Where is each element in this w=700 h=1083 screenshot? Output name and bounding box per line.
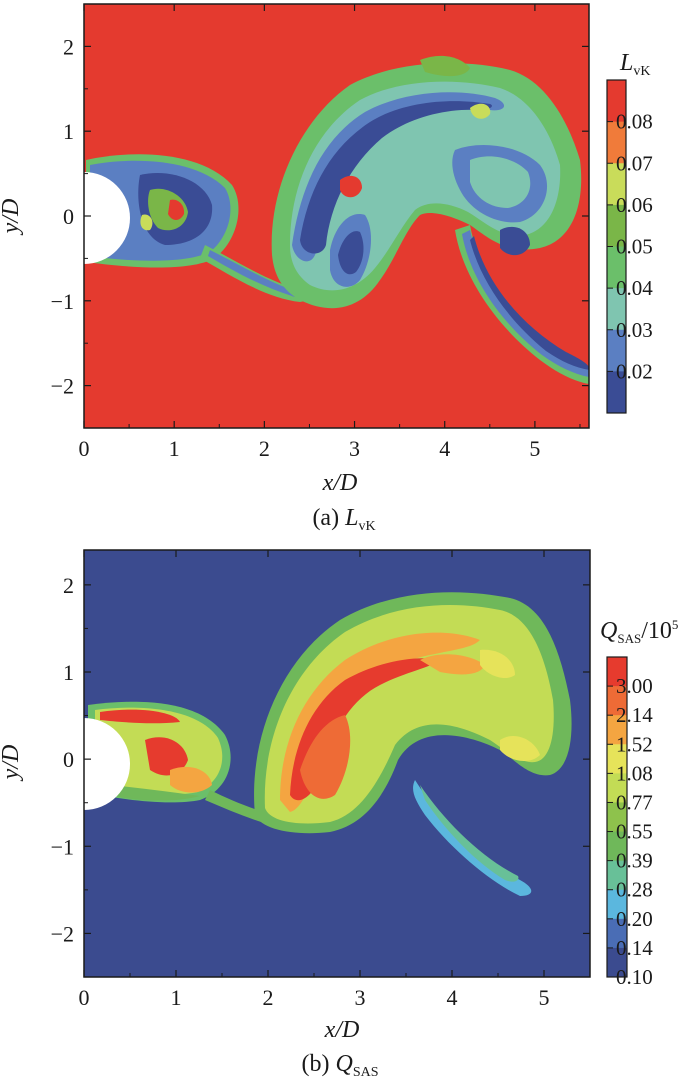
panel-a-ytick-label: −1 bbox=[51, 289, 74, 314]
panel-b-colorbar-label: 1.08 bbox=[616, 761, 653, 785]
panel-b-ytick-label: −1 bbox=[51, 834, 74, 859]
panel-a-colorbar-label: 0.05 bbox=[616, 235, 653, 259]
panel-a-caption-sub: vK bbox=[358, 519, 375, 534]
panel-b-caption: (b) QSAS bbox=[301, 1051, 378, 1080]
panel-b-colorbar-swatch bbox=[607, 918, 627, 949]
panel-a-contour-field bbox=[86, 55, 589, 384]
panel-a-xtick-label: 5 bbox=[529, 436, 540, 461]
panel-a-caption: (a) LvK bbox=[312, 505, 375, 534]
panel-a-colorbar-swatch bbox=[607, 371, 626, 414]
panel-a-colorbar-swatch bbox=[607, 204, 626, 247]
panel-b-caption-sub: SAS bbox=[353, 1065, 379, 1080]
panel-b-xtick-label: 4 bbox=[447, 985, 458, 1010]
panel-a-ticks: 0 1 2 3 4 5 2 1 0 −1 −2 bbox=[51, 3, 589, 461]
panel-b-colorbar-title: QSAS/105 bbox=[600, 617, 678, 646]
panel-a-colorbar-swatch bbox=[607, 163, 626, 206]
panel-b-colorbar-label: 0.55 bbox=[616, 820, 653, 844]
panel-a-ytick-label: −2 bbox=[51, 374, 74, 399]
panel-b-xtick-label: 0 bbox=[79, 985, 90, 1010]
panel-b-colorbar-swatch bbox=[607, 947, 627, 978]
panel-b-colorbar-label: 2.14 bbox=[616, 703, 653, 727]
panel-a-xtick-label: 4 bbox=[439, 436, 450, 461]
panel-b-xtick-label: 1 bbox=[171, 985, 182, 1010]
panel-b-colorbar-label: 0.20 bbox=[616, 907, 653, 931]
panel-b-ytick-label: 0 bbox=[63, 747, 74, 772]
panel-b-xtick-label: 3 bbox=[355, 985, 366, 1010]
panel-a-ytick-label: 1 bbox=[63, 119, 74, 144]
panel-a-caption-var: L bbox=[344, 505, 358, 531]
panel-a-colorbar-swatch bbox=[607, 121, 626, 164]
panel-b-colorbar-label: 3.00 bbox=[616, 674, 653, 698]
panel-b-ytick-label: 1 bbox=[63, 660, 74, 685]
panel-b-ticks: 0 1 2 3 4 5 2 1 0 −1 −2 bbox=[51, 550, 591, 1010]
panel-b-colorbar-title-var: Q bbox=[600, 618, 617, 644]
panel-b-xlabel: x/D bbox=[324, 1017, 360, 1043]
panel-a-xtick-label: 0 bbox=[79, 436, 90, 461]
panel-b-colorbar-swatch bbox=[607, 744, 627, 774]
panel-b-colorbar: 3.00 2.14 1.52 1.08 0.77 0.55 0.39 0.28 0.20 0.14… bbox=[606, 656, 653, 989]
panel-a-ytick-label: 2 bbox=[63, 34, 74, 59]
panel-a-colorbar-title: LvK bbox=[619, 50, 650, 79]
panel-a-frame bbox=[83, 3, 590, 429]
panel-a-colorbar-swatch bbox=[607, 288, 626, 331]
panel-b-colorbar-title-suffix: /10 bbox=[641, 618, 672, 644]
panel-a-cylinder bbox=[84, 172, 130, 264]
panel-b-colorbar-label: 0.39 bbox=[616, 849, 653, 873]
panel-a-xlabel: x/D bbox=[322, 470, 358, 496]
panel-b-colorbar-title-sup: 5 bbox=[672, 617, 679, 632]
panel-a-ytick-label: 0 bbox=[63, 204, 74, 229]
panel-a-colorbar-swatch bbox=[607, 246, 626, 289]
panel-b-colorbar-title-sub: SAS bbox=[617, 631, 641, 646]
panel-b-colorbar-frame bbox=[606, 656, 628, 978]
panel-b-ytick-label: −2 bbox=[51, 921, 74, 946]
panel-b-colorbar-swatch bbox=[607, 657, 627, 687]
panel-b-colorbar-swatch bbox=[607, 773, 627, 803]
panel-a-caption-prefix: (a) bbox=[312, 505, 345, 531]
panel-b-colorbar-swatch bbox=[607, 715, 627, 745]
panel-b-ytick-label: 2 bbox=[63, 573, 74, 598]
panel-a-colorbar-label: 0.02 bbox=[616, 359, 653, 383]
panel-b-caption-var: Q bbox=[335, 1051, 352, 1077]
panel-a-colorbar-label: 0.07 bbox=[616, 151, 653, 175]
panel-b-colorbar-label: 0.10 bbox=[616, 965, 653, 989]
panel-b-colorbar-swatch bbox=[607, 802, 627, 833]
panel-a-colorbar-swatch bbox=[607, 329, 626, 372]
panel-b-xtick-label: 2 bbox=[263, 985, 274, 1010]
panel-b-colorbar-swatch bbox=[607, 860, 627, 891]
panel-b-contour-field bbox=[88, 592, 572, 896]
panel-a-colorbar-label: 0.08 bbox=[616, 110, 653, 134]
panel-b-frame bbox=[83, 549, 591, 978]
panel-a-colorbar-label: 0.03 bbox=[616, 318, 653, 342]
panel-a-colorbar-swatch bbox=[607, 80, 626, 123]
panel-b-ylabel: y/D bbox=[0, 745, 24, 782]
panel-a-xtick-label: 3 bbox=[349, 436, 360, 461]
panel-b-colorbar-swatch bbox=[607, 889, 627, 920]
panel-b-colorbar-label: 1.52 bbox=[616, 732, 653, 756]
panel-b-colorbar-label: 0.77 bbox=[616, 790, 653, 814]
panel-b-xtick-label: 5 bbox=[539, 985, 550, 1010]
panel-b-colorbar-label: 0.28 bbox=[616, 878, 653, 902]
panel-b-colorbar-label: 0.14 bbox=[616, 936, 653, 960]
panel-a-ylabel: y/D bbox=[0, 199, 24, 236]
panel-b-colorbar-swatch bbox=[607, 686, 627, 716]
panel-a-colorbar-label: 0.04 bbox=[616, 276, 653, 300]
panel-b-cylinder bbox=[84, 718, 130, 810]
panel-a-colorbar: 0.08 0.07 0.06 0.05 0.04 0.03 0.02 bbox=[606, 79, 653, 414]
panel-a-colorbar-label: 0.06 bbox=[616, 193, 653, 217]
panel-a-colorbar-title-sub: vK bbox=[633, 64, 650, 79]
panel-a-xtick-label: 2 bbox=[259, 436, 270, 461]
panel-b-caption-prefix: (b) bbox=[301, 1051, 335, 1077]
panel-a-xtick-label: 1 bbox=[169, 436, 180, 461]
panel-b-colorbar-swatch bbox=[607, 831, 627, 862]
panel-a-colorbar-title-var: L bbox=[619, 50, 633, 76]
